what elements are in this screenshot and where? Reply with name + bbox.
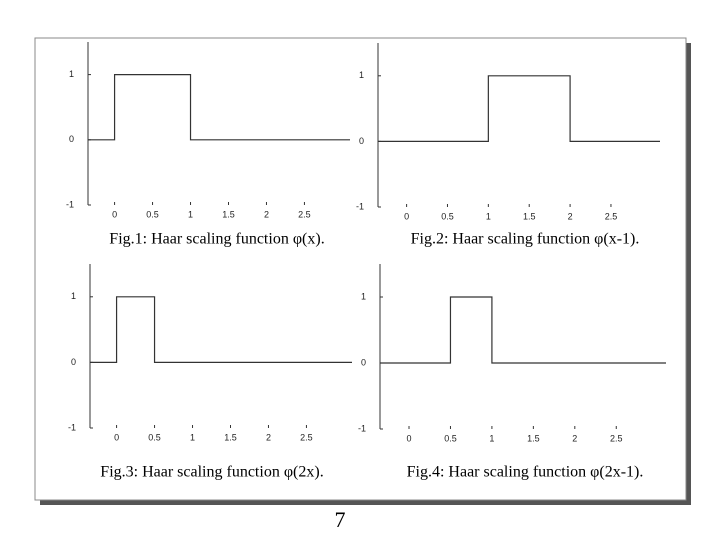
- step-line: [378, 75, 660, 142]
- x-tick-label: 2.5: [298, 209, 311, 219]
- x-tick-label: 0: [407, 433, 412, 443]
- x-tick-label: 1.5: [222, 209, 235, 219]
- y-tick-label: -1: [356, 201, 364, 211]
- y-tick-label: 1: [69, 69, 74, 79]
- x-tick-label: 0.5: [441, 211, 454, 221]
- x-tick-label: 2: [266, 432, 271, 442]
- x-tick-label: 2: [572, 433, 577, 443]
- slide-frame: [34, 37, 687, 501]
- y-tick-label: 0: [359, 136, 364, 146]
- y-tick-label: 0: [69, 134, 74, 144]
- x-tick-label: 1: [489, 433, 494, 443]
- page-number: 7: [335, 507, 346, 532]
- x-tick-label: 2: [264, 209, 269, 219]
- y-tick-label: -1: [68, 422, 76, 432]
- figure-caption: Fig.2: Haar scaling function φ(x-1).: [411, 231, 640, 248]
- x-tick-label: 0: [114, 432, 119, 442]
- x-tick-label: 1.5: [523, 211, 536, 221]
- x-tick-label: 1: [190, 432, 195, 442]
- y-tick-label: 1: [361, 291, 366, 301]
- x-tick-label: 2.5: [300, 432, 313, 442]
- figure-caption: Fig.4: Haar scaling function φ(2x-1).: [407, 464, 644, 481]
- x-tick-label: 2: [568, 211, 573, 221]
- y-tick-label: 1: [71, 291, 76, 301]
- x-tick-label: 1.5: [527, 433, 540, 443]
- x-tick-label: 0.5: [444, 433, 457, 443]
- step-line: [88, 74, 350, 141]
- y-tick-label: -1: [66, 199, 74, 209]
- figure-caption: Fig.1: Haar scaling function φ(x).: [109, 231, 324, 248]
- y-tick-label: 1: [359, 70, 364, 80]
- step-line: [380, 296, 666, 364]
- x-tick-label: 0.5: [146, 209, 159, 219]
- step-line: [90, 296, 352, 363]
- figure-caption: Fig.3: Haar scaling function φ(2x).: [100, 464, 323, 481]
- y-tick-label: 0: [361, 357, 366, 367]
- x-tick-label: 0: [404, 211, 409, 221]
- x-tick-label: 1.5: [224, 432, 237, 442]
- x-tick-label: 2.5: [610, 433, 623, 443]
- x-tick-label: 2.5: [605, 211, 618, 221]
- x-tick-label: 0.5: [148, 432, 161, 442]
- y-tick-label: 0: [71, 357, 76, 367]
- x-tick-label: 0: [112, 209, 117, 219]
- x-tick-label: 1: [486, 211, 491, 221]
- y-tick-label: -1: [358, 423, 366, 433]
- x-tick-label: 1: [188, 209, 193, 219]
